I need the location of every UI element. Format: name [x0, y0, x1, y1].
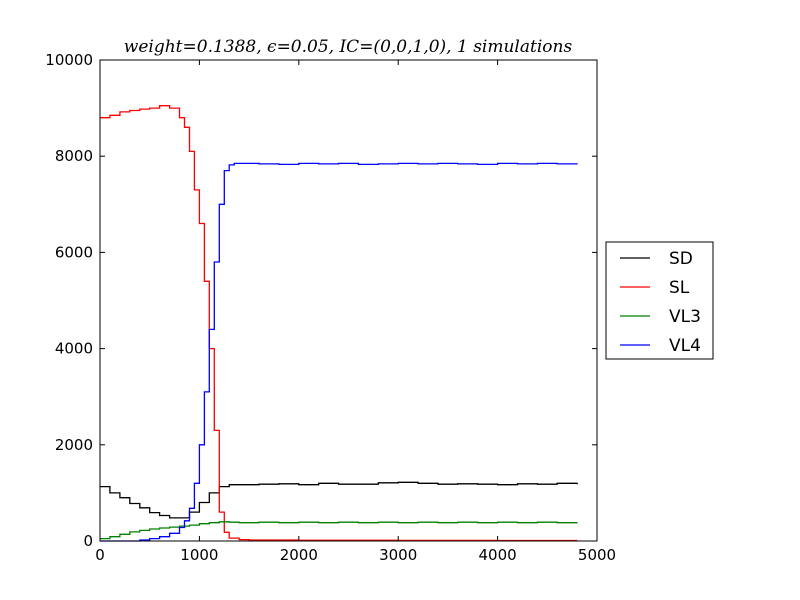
- y-tick-label: 2000: [55, 436, 93, 454]
- x-tick-label: 0: [95, 546, 105, 564]
- y-tick-label: 6000: [55, 243, 93, 261]
- series-line-vl4: [100, 162, 578, 542]
- y-tick-label: 8000: [55, 147, 93, 165]
- legend-frame: [605, 241, 714, 360]
- x-tick-label: 2000: [280, 546, 318, 564]
- series-line-sl: [100, 105, 578, 542]
- ticks-layer: 0 1000 2000 3000 4000 5000 0 2000 4000 6000 8000 10…: [45, 51, 616, 564]
- x-tick-label: 4000: [479, 546, 517, 564]
- x-tick-label: 1000: [180, 546, 218, 564]
- legend-label-vl3: VL3: [669, 307, 701, 327]
- legend: SD SL VL3 VL4: [605, 241, 714, 360]
- x-tick-label: 3000: [379, 546, 417, 564]
- y-tick-label: 10000: [45, 51, 93, 69]
- y-tick-label: 0: [83, 532, 93, 550]
- series-line-sd: [100, 481, 578, 519]
- series-layer: [100, 105, 578, 542]
- x-tick-label: 5000: [578, 546, 616, 564]
- series-line-vl3: [100, 521, 578, 540]
- legend-label-sl: SL: [669, 278, 690, 298]
- chart-title: weight=0.1388, ϵ=0.05, IC=(0,0,1,0), 1 s…: [124, 37, 573, 57]
- legend-label-vl4: VL4: [669, 336, 701, 356]
- y-tick-label: 4000: [55, 340, 93, 358]
- legend-label-sd: SD: [669, 249, 693, 269]
- plot-frame: [99, 59, 598, 542]
